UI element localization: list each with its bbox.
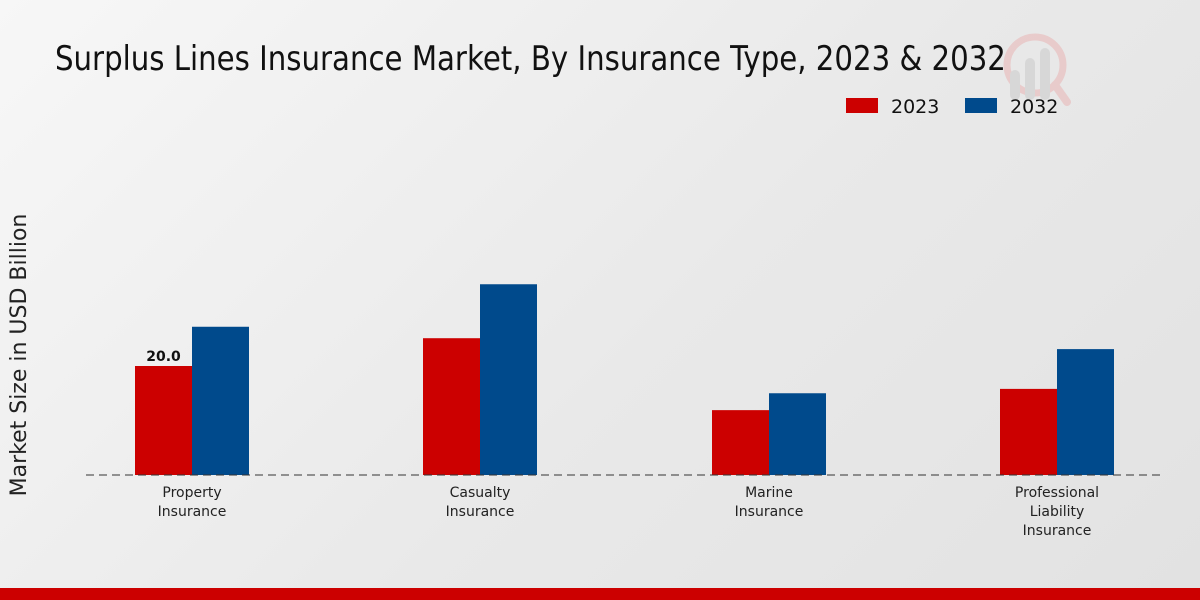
bar-2032-1 xyxy=(480,284,537,475)
bar-2023-3 xyxy=(1000,388,1057,475)
logo-watermark xyxy=(1003,33,1071,106)
x-tick-label: Property Insurance xyxy=(158,485,227,520)
legend-label-2023: 2023 xyxy=(891,96,939,118)
y-axis-label: Market Size in USD Billion xyxy=(7,214,32,497)
chart-title: Surplus Lines Insurance Market, By Insur… xyxy=(55,40,1006,79)
bar-2023-1 xyxy=(423,338,480,475)
x-tick-label: Marine Insurance xyxy=(735,485,804,520)
bar-2032-2 xyxy=(769,393,826,475)
legend: 2023 2032 xyxy=(846,96,1058,118)
footer-bar xyxy=(0,588,1200,600)
x-tick-label: Professional Liability Insurance xyxy=(1015,485,1099,539)
bar-2023-0 xyxy=(135,366,192,475)
bar-2032-3 xyxy=(1057,349,1114,475)
bar-2023-2 xyxy=(712,410,769,475)
bar-2032-0 xyxy=(192,326,249,475)
legend-swatch-2023 xyxy=(846,98,878,113)
legend-swatch-2032 xyxy=(965,98,997,113)
data-label: 20.0 xyxy=(146,349,181,365)
x-tick-label: Casualty Insurance xyxy=(446,485,515,520)
legend-label-2032: 2032 xyxy=(1010,96,1058,118)
